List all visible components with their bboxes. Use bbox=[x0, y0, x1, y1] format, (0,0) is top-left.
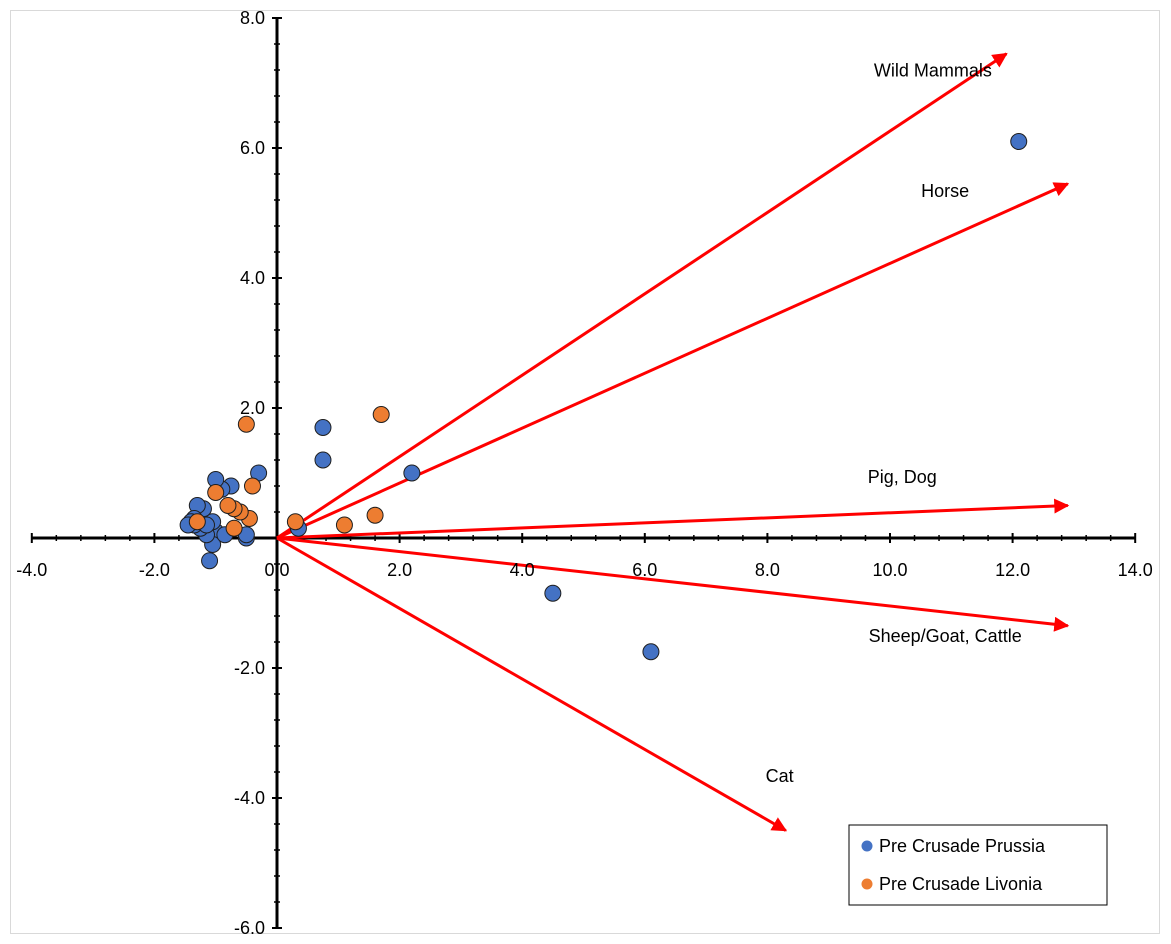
legend-marker-prussia bbox=[861, 840, 873, 852]
x-tick-label: 6.0 bbox=[632, 560, 657, 580]
chart-area bbox=[10, 10, 1160, 934]
x-tick-label: 8.0 bbox=[755, 560, 780, 580]
vector-arrow bbox=[276, 498, 1070, 540]
data-point-livonia bbox=[225, 519, 243, 537]
legend-marker-livonia bbox=[861, 878, 873, 890]
y-tick-label: -2.0 bbox=[234, 658, 265, 678]
vector-label: Sheep/Goat, Cattle bbox=[869, 626, 1022, 646]
legend-label-prussia: Pre Crusade Prussia bbox=[879, 836, 1046, 856]
data-point-livonia bbox=[372, 406, 390, 423]
legend-label-livonia: Pre Crusade Livonia bbox=[879, 874, 1043, 894]
legend: Pre Crusade Prussia Pre Crusade Livonia bbox=[848, 824, 1108, 906]
vector-label: Pig, Dog bbox=[868, 467, 937, 487]
data-point-livonia bbox=[286, 513, 304, 531]
data-point-prussia bbox=[201, 552, 219, 570]
vector-label: Horse bbox=[921, 181, 969, 201]
x-tick-label: 12.0 bbox=[995, 560, 1030, 580]
data-point-prussia bbox=[1010, 133, 1028, 150]
data-point-livonia bbox=[207, 484, 225, 501]
x-tick-label: -4.0 bbox=[16, 560, 47, 580]
legend-box bbox=[848, 824, 1108, 906]
vector-arrow bbox=[276, 182, 1070, 540]
x-tick-label: 14.0 bbox=[1118, 560, 1153, 580]
data-point-prussia bbox=[403, 464, 421, 482]
data-point-livonia bbox=[243, 477, 261, 495]
x-tick-label: 4.0 bbox=[510, 560, 535, 580]
y-tick-label: 6.0 bbox=[240, 138, 265, 158]
vector-label: Cat bbox=[766, 766, 794, 786]
x-tick-label: 2.0 bbox=[387, 560, 412, 580]
data-point-prussia bbox=[544, 584, 562, 602]
x-tick-label: 10.0 bbox=[872, 560, 907, 580]
data-point-prussia bbox=[314, 451, 332, 469]
y-tick-label: 4.0 bbox=[240, 268, 265, 288]
y-tick-label: -4.0 bbox=[234, 788, 265, 808]
vector-arrow bbox=[276, 52, 1008, 540]
data-point-livonia bbox=[366, 506, 384, 524]
x-tick-label: 0.0 bbox=[264, 560, 289, 580]
y-tick-label: 8.0 bbox=[240, 8, 265, 28]
data-point-livonia bbox=[188, 513, 206, 531]
data-point-livonia bbox=[219, 497, 237, 514]
data-point-prussia bbox=[642, 643, 660, 661]
data-point-livonia bbox=[335, 516, 353, 534]
data-point-prussia bbox=[314, 419, 332, 436]
data-point-livonia bbox=[237, 415, 255, 433]
y-tick-label: -6.0 bbox=[234, 918, 265, 938]
vector-label: Wild Mammals bbox=[874, 61, 992, 81]
vector-arrow bbox=[276, 536, 1070, 632]
vector-arrow bbox=[276, 536, 788, 832]
y-tick-label: 2.0 bbox=[240, 398, 265, 418]
x-tick-label: -2.0 bbox=[139, 560, 170, 580]
